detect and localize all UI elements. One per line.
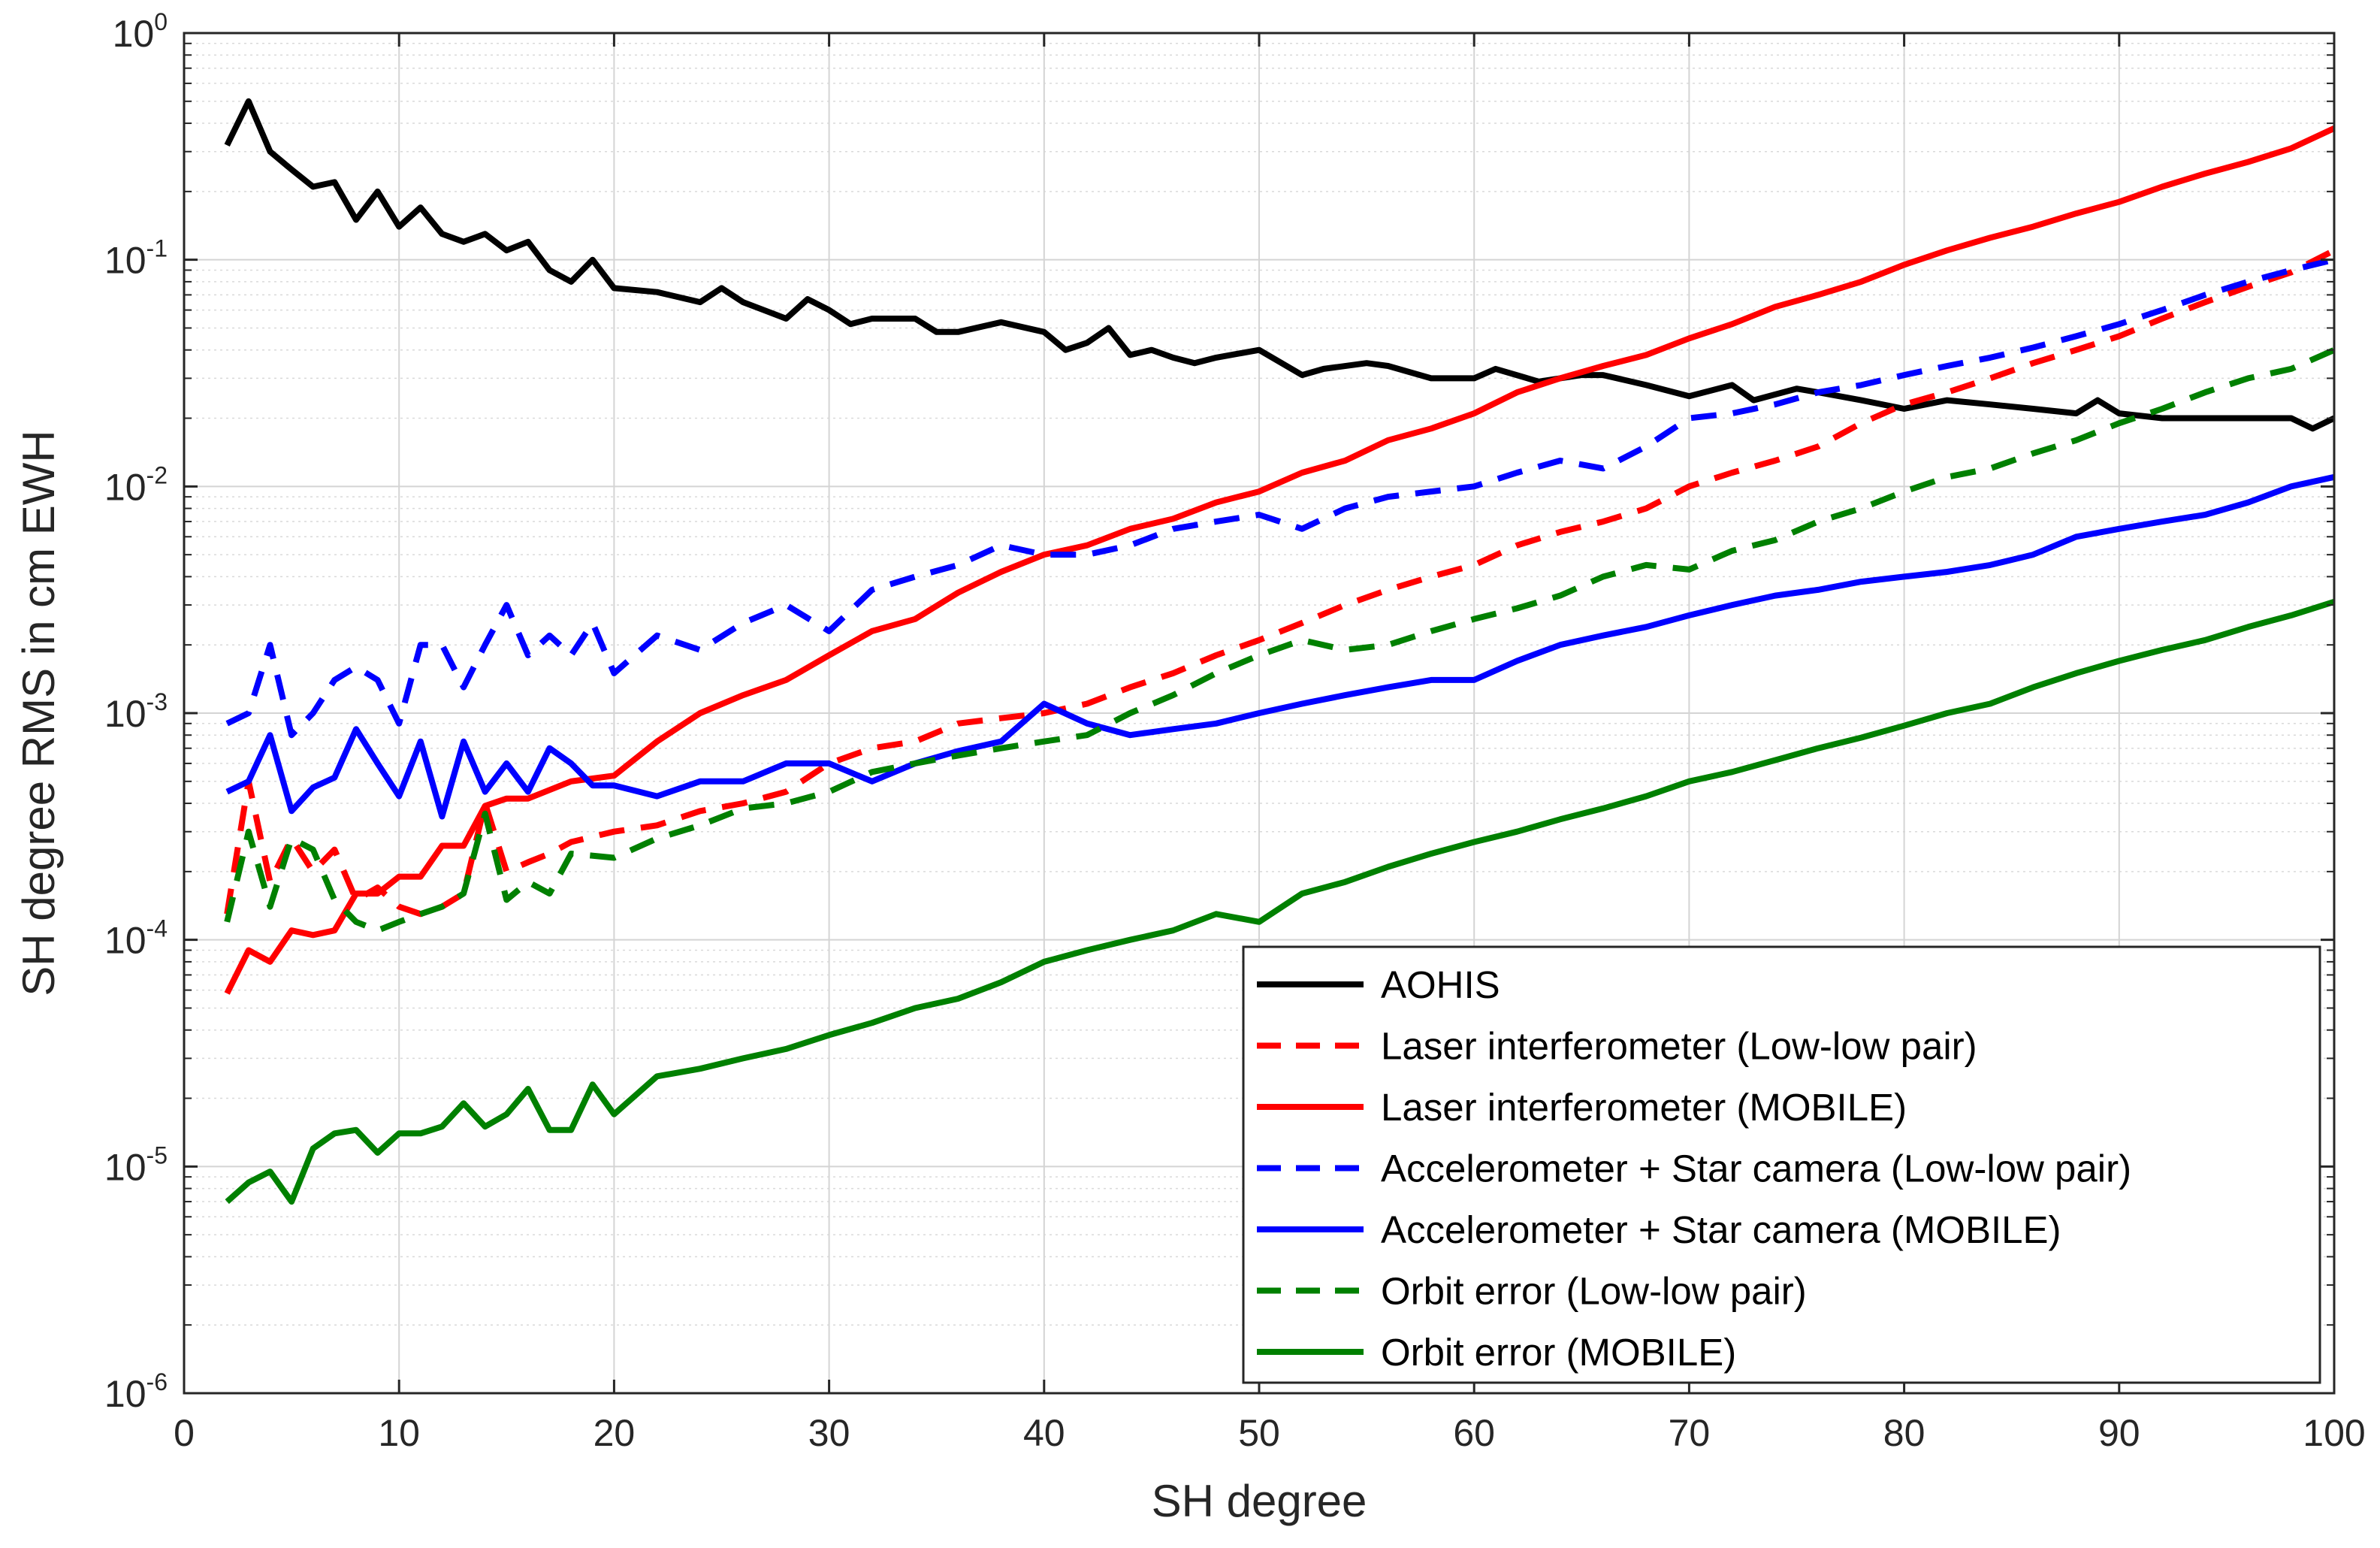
- x-tick-label: 70: [1669, 1412, 1711, 1454]
- legend-label-1: Laser interferometer (Low-low pair): [1381, 1025, 1977, 1068]
- x-tick-label: 20: [593, 1412, 636, 1454]
- legend-label-4: Accelerometer + Star camera (MOBILE): [1381, 1208, 2061, 1251]
- y-tick-labels: 10-6 10-5 10-4 10-3 10-2 10-1 100: [104, 8, 168, 1415]
- x-tick-label: 10: [378, 1412, 420, 1454]
- legend-label-5: Orbit error (Low-low pair): [1381, 1270, 1807, 1313]
- x-tick-label: 0: [174, 1412, 195, 1454]
- series-line-4: [225, 473, 2335, 820]
- x-tick-label: 60: [1453, 1412, 1495, 1454]
- series-line-2: [224, 125, 2336, 995]
- series-line-5: [224, 347, 2336, 934]
- series-line-1: [224, 247, 2336, 918]
- legend-label-3: Accelerometer + Star camera (Low-low pai…: [1381, 1147, 2131, 1190]
- y-tick-label: 10-5: [104, 1141, 168, 1188]
- y-tick-label: 100: [113, 8, 168, 55]
- x-tick-label: 30: [808, 1412, 850, 1454]
- legend-label-2: Laser interferometer (MOBILE): [1381, 1086, 1907, 1129]
- x-tick-label: 80: [1883, 1412, 1925, 1454]
- plot-lines: [224, 98, 2336, 1205]
- y-tick-label: 10-3: [104, 688, 168, 735]
- y-axis-label: SH degree RMS in cm EWH: [14, 430, 64, 996]
- series-line-3: [225, 256, 2335, 739]
- y-tick-label: 10-2: [104, 461, 168, 508]
- series-line-0: [224, 98, 2336, 432]
- legend-box: [1242, 945, 2321, 1384]
- y-tick-label: 10-1: [104, 235, 168, 282]
- legend-label-6: Orbit error (MOBILE): [1381, 1331, 1736, 1374]
- y-tick-label: 10-4: [104, 915, 168, 962]
- x-axis-label: SH degree: [1152, 1476, 1367, 1526]
- series-line-6: [225, 598, 2336, 1205]
- x-tick-label: 100: [2303, 1412, 2365, 1454]
- y-tick-label: 10-6: [104, 1368, 168, 1415]
- legend-label-0: AOHIS: [1381, 963, 1500, 1006]
- x-tick-labels: 0 10 20 30 40 50 60 70 80 90 100: [174, 1412, 2366, 1454]
- x-tick-label: 50: [1238, 1412, 1280, 1454]
- legend: AOHIS Laser interferometer (Low-low pair)…: [1242, 945, 2321, 1384]
- x-tick-label: 40: [1023, 1412, 1065, 1454]
- axis-ticks: [183, 32, 2336, 1395]
- x-tick-label: 90: [2098, 1412, 2140, 1454]
